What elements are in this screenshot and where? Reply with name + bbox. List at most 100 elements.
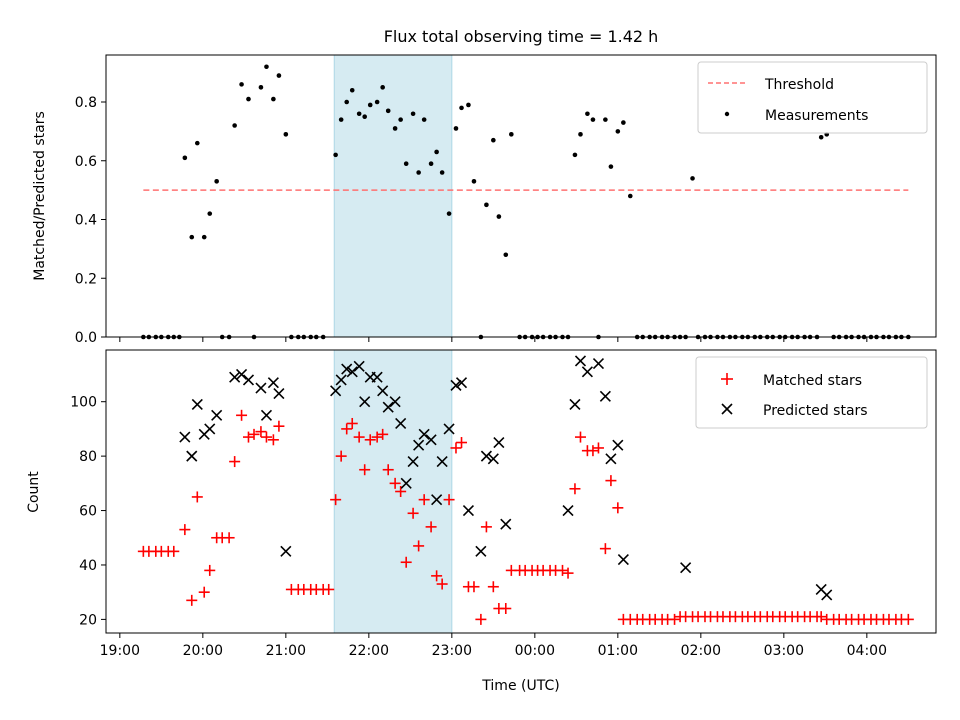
predicted-star-point — [418, 428, 430, 440]
matched-star-point — [436, 578, 448, 590]
measurement-point — [503, 252, 509, 258]
count-ytick-label: 100 — [70, 395, 97, 411]
matched-star-point — [612, 502, 624, 514]
predicted-star-point — [574, 355, 587, 367]
matched-star-point — [468, 581, 480, 593]
predicted-star-point — [475, 545, 487, 557]
measurement-point — [818, 134, 824, 140]
matched-star-point — [569, 483, 581, 495]
measurement-point — [385, 108, 391, 114]
ratio-ylabel: Matched/Predicted stars — [32, 111, 48, 281]
matched-star-point — [418, 494, 430, 506]
measurement-point — [590, 117, 596, 122]
matched-star-point — [346, 417, 358, 429]
matched-star-point — [902, 613, 914, 625]
measurement-point — [207, 211, 213, 216]
predicted-star-point — [400, 477, 412, 489]
measurement-point — [258, 85, 264, 90]
matched-star-point — [500, 603, 512, 615]
predicted-star-point — [443, 423, 455, 435]
xtick-label: 00:00 — [515, 643, 555, 659]
matched-star-point — [587, 445, 599, 457]
measurement-point — [446, 211, 452, 216]
measurement-point — [338, 117, 344, 122]
ratio-panel: 0.00.20.40.60.8 Matched/Predicted stars … — [32, 54, 937, 346]
measurement-point — [283, 132, 289, 137]
matched-star-point — [186, 594, 198, 606]
matched-star-point — [267, 434, 279, 446]
measurement-point — [615, 129, 621, 134]
predicted-star-point — [493, 436, 505, 449]
predicted-star-point — [179, 431, 191, 443]
xtick-label: 20:00 — [183, 643, 223, 659]
ratio-axes: 0.0 0.2 0.4 0.6 0.8 — [75, 95, 868, 346]
predicted-star-point — [211, 409, 223, 421]
measurement-point — [496, 214, 502, 219]
matched-star-point — [487, 581, 499, 593]
xtick-label: 23:00 — [432, 643, 472, 659]
predicted-star-point — [204, 423, 216, 435]
predicted-star-point — [599, 390, 611, 402]
matched-star-point — [273, 420, 285, 432]
measurement-point — [367, 102, 373, 108]
ratio-legend-box — [697, 61, 928, 134]
measurement-point — [356, 111, 362, 117]
legend-measurements-swatch — [724, 111, 730, 117]
matched-star-point — [341, 423, 353, 435]
observing-window-shade-bottom — [333, 349, 453, 634]
measurement-point — [195, 140, 200, 146]
measurement-point — [466, 102, 471, 108]
predicted-star-point — [592, 358, 605, 370]
measurement-point — [410, 111, 416, 117]
matched-star-point — [382, 464, 394, 476]
predicted-star-point — [436, 456, 448, 468]
predicted-star-point — [617, 553, 629, 566]
matched-star-point — [168, 545, 180, 557]
predicted-star-point — [236, 368, 248, 381]
matched-star-point — [592, 442, 604, 454]
count-panel: 20 40 60 80 100 19:00 20:00 21:00 22:00 23:00 00:0… — [26, 349, 937, 694]
matched-star-point — [562, 567, 574, 579]
count-axes: 20 40 60 80 100 19:00 20:00 21:00 22:00 23:00 00:0… — [70, 395, 887, 659]
count-ytick-label: 40 — [79, 558, 97, 574]
legend-matched-label: Matched stars — [763, 373, 862, 389]
measurement-point — [471, 179, 477, 184]
matched-star-point — [425, 521, 437, 533]
matched-star-point — [669, 613, 681, 625]
matched-star-point — [413, 540, 425, 552]
count-ytick-label: 80 — [79, 449, 97, 465]
measurement-point — [276, 73, 282, 78]
measurement-point — [232, 123, 237, 128]
measurement-point — [434, 149, 439, 155]
count-panel-frame — [105, 349, 937, 634]
ratio-ytick-label: 0.0 — [75, 330, 97, 346]
measurement-point — [439, 170, 445, 175]
matched-star-point — [450, 442, 462, 454]
legend-predicted-swatch — [721, 403, 733, 415]
xtick-label: 04:00 — [847, 643, 887, 659]
matched-star-point — [605, 475, 617, 487]
ratio-ytick-label: 0.2 — [75, 271, 97, 287]
measurement-point — [344, 99, 350, 105]
count-ytick-label: 20 — [79, 612, 97, 628]
matched-star-point — [400, 556, 412, 568]
ratio-legend: Threshold Measurements — [697, 61, 928, 134]
predicted-star-point — [242, 374, 255, 386]
count-legend-box — [695, 356, 928, 429]
xtick-label: 22:00 — [349, 643, 389, 659]
predicted-star-point — [371, 371, 383, 383]
predicted-star-point — [267, 377, 279, 389]
predicted-star-point — [359, 396, 371, 408]
count-legend: Matched stars Predicted stars — [695, 356, 928, 429]
x-axis-label: Time (UTC) — [481, 678, 559, 694]
predicted-star-point — [395, 417, 407, 430]
count-plot-area — [137, 355, 914, 625]
measurement-point — [214, 179, 219, 184]
matched-star-point — [443, 494, 455, 506]
measurement-point — [453, 126, 459, 131]
matched-star-point — [359, 464, 371, 476]
measurement-point — [621, 120, 626, 125]
matched-star-point — [353, 431, 365, 443]
measurement-point — [398, 117, 403, 122]
